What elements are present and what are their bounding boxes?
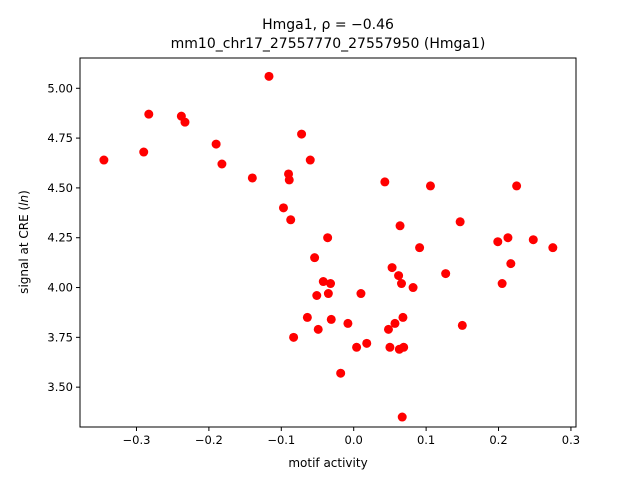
data-point [305, 155, 315, 165]
data-point [278, 203, 288, 213]
y-tick-label: 4.25 [47, 231, 73, 245]
x-tick-label: 0.2 [489, 433, 507, 447]
data-point [343, 318, 353, 328]
data-point [512, 181, 522, 191]
data-point [144, 109, 154, 119]
data-point [399, 342, 409, 352]
y-tick-label: 3.75 [47, 330, 73, 344]
y-tick-label: 4.75 [47, 131, 73, 145]
x-axis-ticks: −0.3 −0.2 −0.1 0.0 0.1 0.2 0.3 [123, 427, 580, 447]
data-point [395, 221, 405, 231]
data-point [302, 312, 312, 322]
x-tick-label: 0.1 [417, 433, 435, 447]
data-point [326, 279, 336, 289]
data-point [380, 177, 390, 187]
x-tick-label: −0.3 [123, 433, 151, 447]
data-point [408, 283, 418, 293]
data-point [336, 368, 346, 378]
data-point [503, 233, 513, 243]
data-point [497, 279, 507, 289]
data-point [312, 290, 322, 300]
y-tick-label: 4.50 [47, 181, 73, 195]
data-point [310, 253, 320, 263]
y-axis-label: signal at CRE (ln) [17, 190, 31, 294]
data-point [387, 263, 397, 273]
data-point [247, 173, 257, 183]
data-point [356, 289, 366, 299]
data-point [352, 342, 362, 352]
data-point [493, 237, 503, 247]
data-point [297, 129, 307, 139]
data-point [180, 117, 190, 127]
y-axis-ticks: 3.50 3.75 4.00 4.25 4.50 4.75 5.00 [47, 81, 80, 394]
data-point [528, 235, 538, 245]
data-point [385, 342, 395, 352]
data-point [396, 279, 406, 289]
x-tick-label: −0.2 [195, 433, 223, 447]
plot-area-frame [79, 57, 577, 428]
x-tick-label: −0.1 [267, 433, 295, 447]
data-point [362, 338, 372, 348]
data-point [99, 155, 109, 165]
data-point [323, 289, 333, 299]
data-point [506, 259, 516, 269]
chart-title-line1: Hmga1, ρ = −0.46 [262, 17, 394, 33]
data-point [398, 312, 408, 322]
x-tick-label: 0.3 [562, 433, 580, 447]
y-axis-label-prefix: signal at CRE ( [17, 206, 31, 294]
data-point [326, 314, 336, 324]
data-point [457, 320, 467, 330]
data-point [284, 175, 294, 185]
y-tick-label: 4.00 [47, 281, 73, 295]
data-point [313, 324, 323, 334]
data-point [383, 324, 393, 334]
x-axis-label: motif activity [288, 456, 367, 470]
data-point [323, 233, 333, 243]
data-point [425, 181, 435, 191]
data-point [139, 147, 149, 157]
y-tick-label: 5.00 [47, 81, 73, 95]
data-point [217, 159, 227, 169]
data-point [415, 243, 425, 253]
y-axis-label-suffix: ) [17, 190, 31, 195]
data-point [286, 215, 296, 225]
data-point [548, 243, 558, 253]
data-point [441, 269, 451, 279]
data-point [455, 217, 465, 227]
x-tick-label: 0.0 [345, 433, 363, 447]
title-gene: Hmga1, [262, 17, 321, 33]
data-point [289, 332, 299, 342]
data-points [99, 71, 558, 422]
y-tick-label: 3.50 [47, 380, 73, 394]
data-point [390, 318, 400, 328]
data-point [318, 277, 328, 287]
data-point [211, 139, 221, 149]
data-point [397, 412, 407, 422]
chart-title-line2: mm10_chr17_27557770_27557950 (Hmga1) [171, 36, 486, 52]
y-axis-label-italic: ln [17, 195, 31, 206]
title-correlation: ρ = −0.46 [322, 17, 395, 33]
data-point [394, 271, 404, 281]
data-point [264, 71, 274, 81]
